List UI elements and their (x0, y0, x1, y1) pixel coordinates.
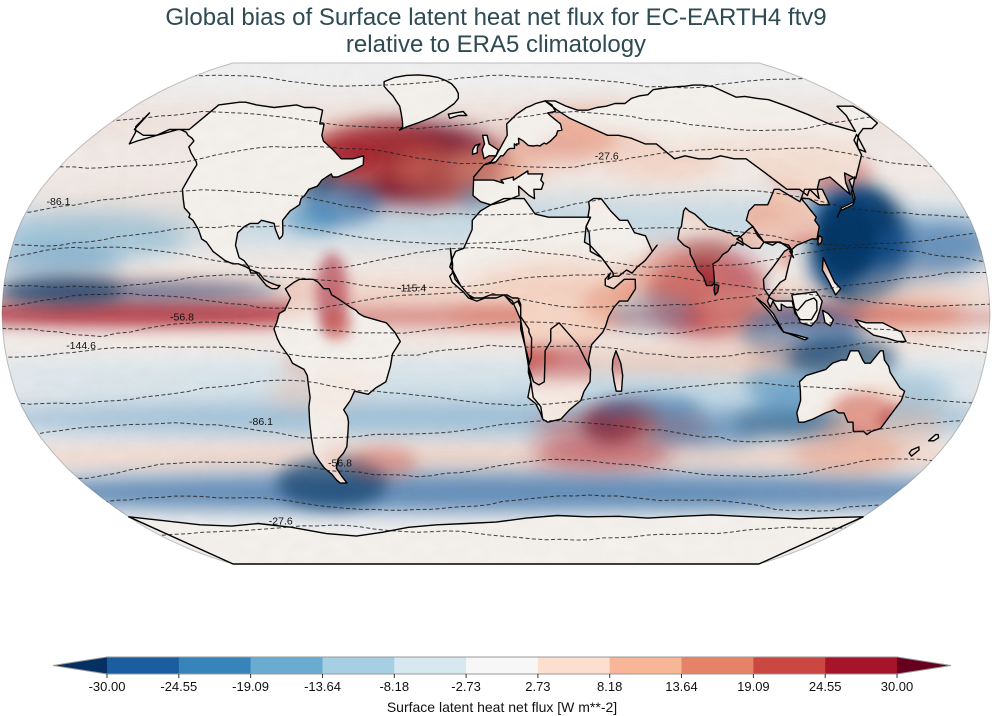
svg-text:-2.73: -2.73 (451, 679, 481, 694)
svg-text:-56.8: -56.8 (328, 457, 352, 469)
svg-text:8.18: 8.18 (597, 679, 622, 694)
svg-text:-19.09: -19.09 (232, 679, 269, 694)
svg-text:19.09: 19.09 (737, 679, 770, 694)
svg-text:-86.1: -86.1 (47, 196, 71, 208)
svg-text:24.55: 24.55 (809, 679, 842, 694)
svg-text:-86.1: -86.1 (249, 416, 273, 428)
svg-text:2.73: 2.73 (525, 679, 550, 694)
svg-text:-27.6: -27.6 (595, 150, 619, 162)
svg-text:-56.8: -56.8 (170, 312, 194, 324)
svg-text:13.64: 13.64 (665, 679, 698, 694)
svg-text:-27.6: -27.6 (269, 516, 293, 528)
svg-text:-24.55: -24.55 (160, 679, 197, 694)
svg-text:-8.18: -8.18 (379, 679, 409, 694)
svg-text:-13.64: -13.64 (304, 679, 341, 694)
svg-text:-115.4: -115.4 (397, 283, 426, 295)
svg-text:Surface latent heat net flux [: Surface latent heat net flux [W m**-2] (387, 699, 617, 715)
svg-text:-144.6: -144.6 (66, 340, 96, 352)
svg-text:30.00: 30.00 (881, 679, 914, 694)
svg-text:-30.00: -30.00 (89, 679, 126, 694)
